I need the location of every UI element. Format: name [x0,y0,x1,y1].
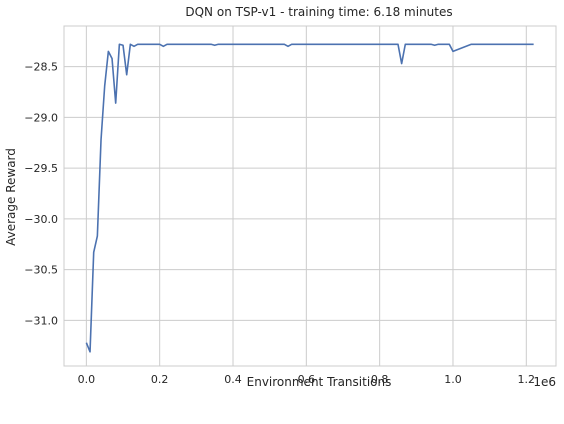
series-layer [85,43,534,353]
grid-lines [64,26,556,366]
x-axis-label: Environment Transitions [247,375,392,389]
y-tick-labels: −31.0 −30.5 −30.0 −29.5 −29.0 −28.5 [24,61,58,328]
y-tick-label: −30.5 [24,264,58,277]
y-tick-label: −29.0 [24,111,58,124]
chart-title: DQN on TSP-v1 - training time: 6.18 minu… [185,5,452,19]
axes-frame [63,25,557,367]
y-tick-label: −28.5 [24,61,58,74]
x-tick-label: 0.0 [78,373,96,386]
x-axis-offset-label: 1e6 [533,375,556,389]
x-tick-label: 1.2 [518,373,536,386]
x-tick-label: 0.8 [371,373,389,386]
y-tick-label: −31.0 [24,314,58,327]
y-tick-label: −29.5 [24,162,58,175]
x-tick-label: 0.2 [151,373,169,386]
y-axis-label: Average Reward [4,148,18,246]
x-tick-labels: 0.0 0.2 0.4 0.6 0.8 1.0 1.2 [78,373,535,386]
x-tick-label: 0.6 [298,373,316,386]
x-tick-label: 0.4 [224,373,242,386]
y-tick-label: −30.0 [24,213,58,226]
series-line [85,43,534,353]
x-tick-label: 1.0 [444,373,462,386]
